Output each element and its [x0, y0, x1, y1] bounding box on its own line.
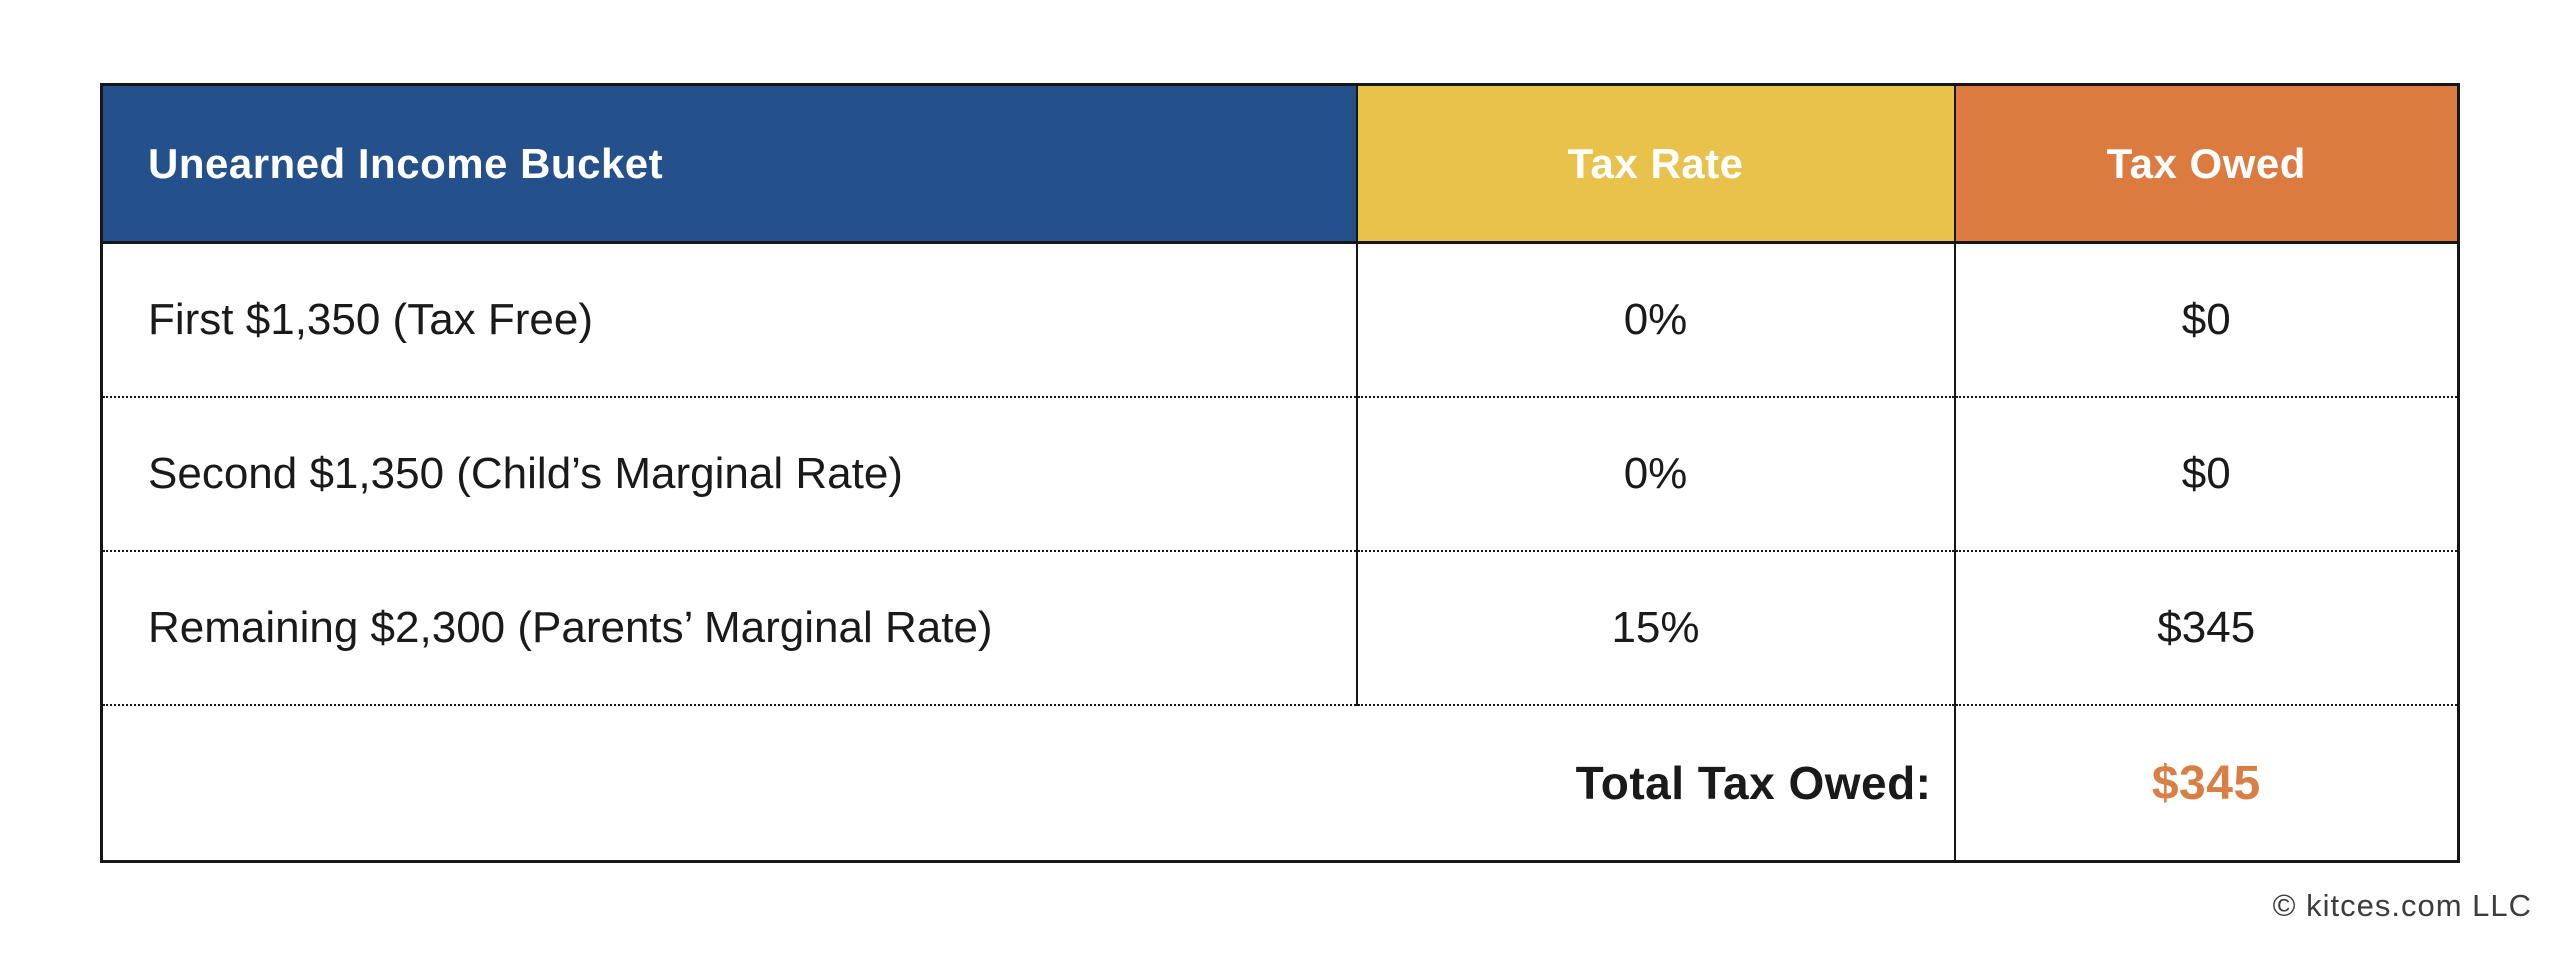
table-row-remaining-2300: Remaining $2,300 (Parents’ Marginal Rate… [101, 551, 2459, 706]
total-row: Total Tax Owed: $345 [101, 705, 2459, 862]
owed-cell: $345 [1954, 551, 2459, 706]
header-row: Unearned Income Bucket Tax Rate Tax Owed [101, 84, 2459, 244]
header-cell-tax-owed: Tax Owed [1954, 84, 2459, 244]
total-value-cell: $345 [1954, 705, 2459, 862]
header-cell-tax-rate: Tax Rate [1356, 84, 1956, 244]
owed-cell: $0 [1954, 397, 2459, 552]
copyright-text: © kitces.com LLC [2272, 888, 2532, 923]
total-label-cell: Total Tax Owed: [101, 705, 1956, 862]
bucket-cell: First $1,350 (Tax Free) [101, 242, 1358, 398]
rate-cell: 0% [1356, 397, 1956, 552]
table-row-first-1350: First $1,350 (Tax Free) 0% $0 [101, 242, 2459, 398]
bucket-cell: Second $1,350 (Child’s Marginal Rate) [101, 397, 1358, 552]
table-row-second-1350: Second $1,350 (Child’s Marginal Rate) 0%… [101, 397, 2459, 552]
rate-cell: 0% [1356, 242, 1956, 398]
rate-cell: 15% [1356, 551, 1956, 706]
bucket-cell: Remaining $2,300 (Parents’ Marginal Rate… [101, 551, 1358, 706]
unearned-income-tax-table: Unearned Income Bucket Tax Rate Tax Owed… [100, 83, 2460, 863]
header-cell-unearned-income-bucket: Unearned Income Bucket [101, 84, 1358, 244]
owed-cell: $0 [1954, 242, 2459, 398]
